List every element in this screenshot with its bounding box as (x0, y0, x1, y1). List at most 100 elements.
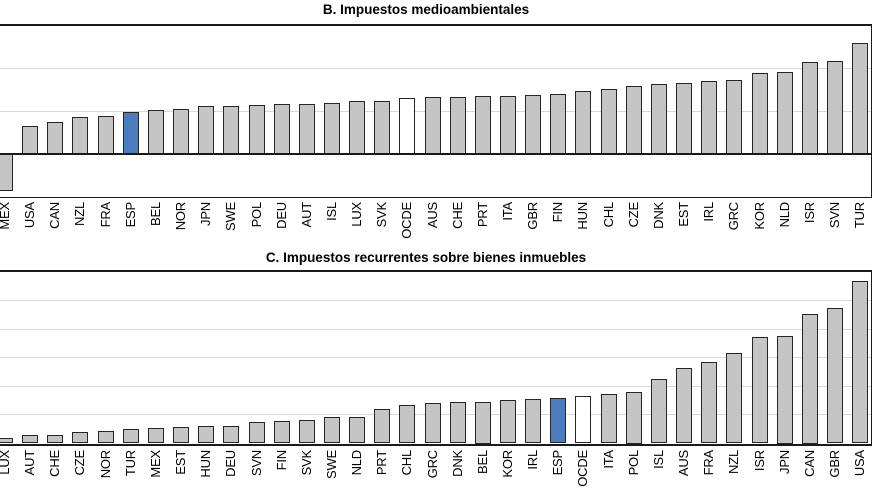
bar-hun (198, 426, 215, 444)
bar-che (449, 96, 466, 154)
x-axis-label-swe: SWE (323, 450, 339, 480)
bar-bel (147, 110, 164, 154)
x-axis-label-dnk: DNK (650, 202, 666, 229)
bar-cze (625, 85, 642, 154)
gridline (0, 300, 871, 302)
bar-che (47, 434, 64, 444)
bar-fra (97, 116, 114, 154)
bar-tur (122, 429, 139, 444)
x-axis-label-irl: IRL (701, 202, 717, 222)
bar-can (801, 314, 818, 444)
bar-grc (424, 403, 441, 444)
x-axis-label-fra: FRA (97, 202, 113, 228)
x-axis-label-hun: HUN (575, 202, 591, 230)
x-axis-label-aut: AUT (22, 450, 38, 476)
x-axis-label-ocde: OCDE (575, 450, 591, 487)
bar-esp (122, 112, 139, 154)
bar-isr (751, 337, 768, 444)
x-axis-label-can: CAN (801, 450, 817, 477)
bar-swe (223, 105, 240, 154)
x-axis-label-nld: NLD (776, 202, 792, 228)
x-axis-label-nzl: NZL (726, 450, 742, 474)
bar-deu (223, 425, 240, 444)
gridline (0, 68, 871, 70)
bar-prt (474, 96, 491, 154)
bar-nld (776, 71, 793, 154)
x-axis-label-svn: SVN (826, 202, 842, 229)
bar-mex (0, 153, 13, 191)
bar-prt (374, 408, 391, 444)
x-axis-label-pol: POL (625, 450, 641, 476)
bar-kor (751, 72, 768, 154)
x-axis-label-isl: ISL (650, 450, 666, 469)
panel-c-title: C. Impuestos recurrentes sobre bienes in… (265, 250, 587, 265)
x-axis-label-grc: GRC (424, 450, 440, 479)
bar-isl (650, 378, 667, 444)
bar-jpn (776, 335, 793, 444)
x-axis-label-ita: ITA (500, 202, 515, 221)
x-axis-label-can: CAN (47, 202, 63, 229)
bar-can (47, 121, 64, 154)
x-axis-label-est: EST (676, 202, 691, 227)
x-axis-label-ita: ITA (600, 450, 616, 469)
x-axis-label-isr: ISR (751, 450, 767, 472)
x-axis-label-chl: CHL (399, 450, 415, 476)
x-axis-label-hun: HUN (198, 450, 214, 478)
x-axis-label-lux: LUX (0, 450, 12, 475)
x-axis-label-fin: FIN (273, 450, 289, 471)
x-axis-label-ocde: OCDE (399, 202, 415, 239)
bar-mex (147, 427, 164, 444)
x-axis-label-tur: TUR (852, 202, 868, 229)
x-axis-label-prt: PRT (474, 202, 490, 228)
x-axis-label-che: CHE (449, 202, 465, 229)
x-axis-label-dnk: DNK (449, 450, 465, 477)
x-axis-label-che: CHE (47, 450, 63, 477)
bar-bel (474, 401, 491, 444)
gridline (0, 328, 871, 330)
x-axis-label-jpn: JPN (198, 202, 214, 226)
x-axis-label-fin: FIN (550, 202, 566, 223)
bar-lux (349, 101, 366, 154)
bar-tur (852, 42, 869, 154)
bar-aut (22, 435, 39, 444)
bar-gbr (826, 307, 843, 444)
x-axis-label-fra: FRA (701, 450, 717, 476)
bar-aus (676, 367, 692, 444)
bar-ocde (575, 395, 592, 444)
bar-ocde (399, 97, 416, 154)
x-axis-label-nld: NLD (349, 450, 365, 476)
bar-pol (625, 391, 642, 444)
x-axis-label-bel: BEL (147, 202, 163, 226)
bar-fin (273, 420, 290, 444)
x-axis-label-mex: MEX (147, 450, 163, 478)
panel-c-plot (0, 270, 872, 446)
x-axis-label-lux: LUX (349, 202, 365, 227)
x-axis-label-aut: AUT (298, 202, 314, 228)
bar-isr (801, 62, 818, 154)
x-axis-label-deu: DEU (223, 450, 239, 477)
x-axis-label-deu: DEU (273, 202, 289, 229)
bar-usa (852, 280, 869, 444)
x-axis-label-irl: IRL (525, 450, 541, 470)
x-axis-label-jpn: JPN (776, 450, 792, 474)
bar-isl (323, 103, 340, 154)
x-axis-label-gbr: GBR (525, 202, 541, 230)
bar-nzl (72, 117, 89, 154)
bar-ita (600, 393, 617, 444)
bar-cze (72, 431, 89, 444)
x-axis-label-kor: KOR (751, 202, 767, 230)
x-axis-label-esp: ESP (550, 450, 566, 476)
x-axis-label-esp: ESP (122, 202, 138, 228)
x-axis-label-pol: POL (248, 202, 264, 228)
bar-est (676, 82, 692, 154)
x-axis-label-kor: KOR (500, 450, 515, 478)
x-axis-label-isl: ISL (323, 202, 339, 221)
bar-kor (500, 399, 516, 444)
x-axis-label-usa: USA (852, 450, 868, 477)
bar-lux (0, 438, 13, 444)
bar-usa (22, 125, 39, 154)
bar-svn (248, 422, 265, 444)
x-axis-label-mex: MEX (0, 202, 12, 230)
x-axis-label-svk: SVK (374, 202, 390, 228)
